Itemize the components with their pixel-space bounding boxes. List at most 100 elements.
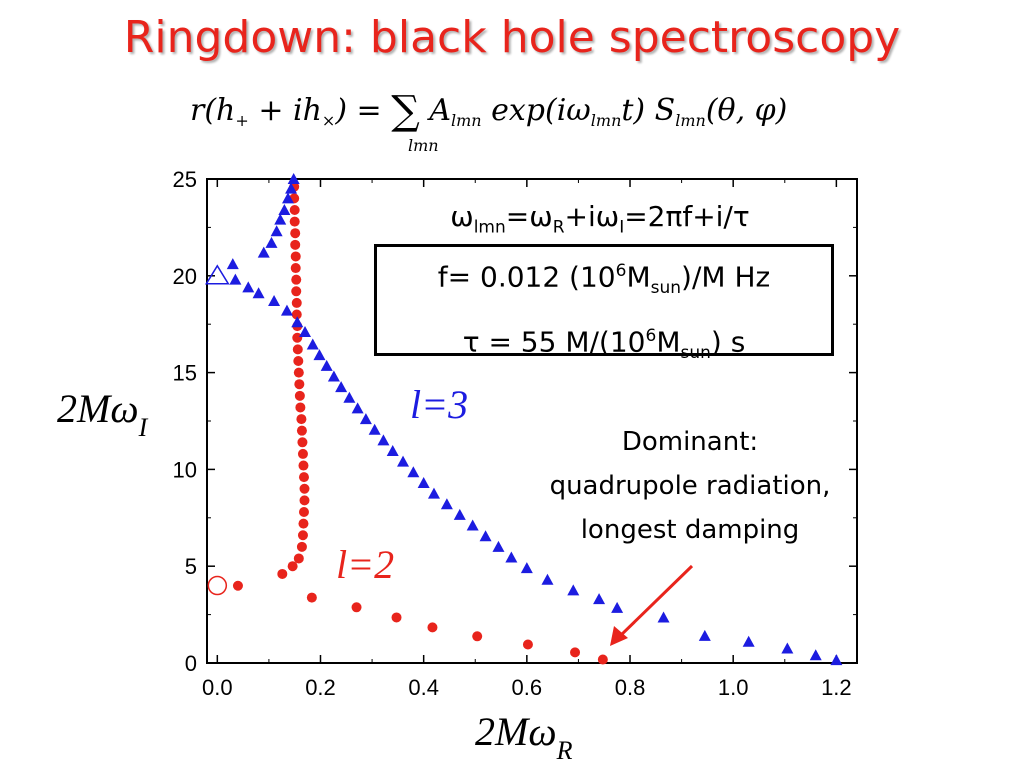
l2-point [296,414,307,425]
omega-sub-I: I [619,217,625,238]
l3-point [567,584,580,596]
l2-point [298,472,309,483]
l2-point [293,553,304,564]
l3-point [830,654,843,666]
frequency-post: )/M Hz [681,260,771,294]
l3-point [593,593,606,605]
l3-point [285,182,298,194]
l2-hollow-point [207,575,228,596]
l3-point [427,487,440,499]
omega-rest: =2πf+i/τ [624,200,750,233]
annotation-line-1: Dominant: [621,427,759,457]
l3-point [335,381,348,393]
l3-point [278,203,291,215]
l3-point [377,434,390,446]
l2-point [290,239,301,250]
y-tick-label: 5 [185,554,197,579]
x-axis-label-sub: R [556,736,573,765]
l2-point [294,390,305,401]
formula-args: (θ, φ) [705,93,788,128]
formula-times-sub: × [321,111,336,130]
l2-point [296,541,307,552]
y-axis-label: 2MωI [57,386,149,442]
arrow-layer [610,564,694,646]
l3-point [479,530,492,542]
tau-line: τ = 55 M/(106Msun) s [377,312,831,377]
y-tick-label: 0 [185,651,197,676]
tau-post: ) s [710,325,746,359]
x-tick-label: 1.0 [718,675,749,700]
x-tick-label: 0.8 [615,675,646,700]
l2-point [292,344,303,355]
l2-point [298,518,309,529]
l3-point [386,445,399,457]
l2-point [232,580,243,591]
l2-point [292,332,303,343]
l2-point [289,204,300,215]
l3-series-label: l=3 [410,382,468,427]
l2-point [570,647,581,658]
formula-exp: exp(iω [481,93,591,128]
tau-m: M [656,325,681,359]
omega-sub-lmn: lmn [473,217,506,238]
y-tick-label: 25 [173,167,197,192]
l2-point [297,448,308,459]
l3-point [541,573,554,585]
l3-hollow-point [204,264,230,285]
tau-sun: sun [680,342,711,363]
l3-point [492,540,505,552]
l3-point [742,635,755,647]
l2-point [522,639,533,650]
l2-point [391,612,402,623]
l3-point [242,281,255,293]
l2-point [290,263,301,274]
dominant-arrow-head [610,626,628,646]
l3-point [229,273,242,285]
formula-sum: ∑ [391,88,420,134]
tau-pre: τ = 55 M/(10 [462,325,646,359]
l3-point [505,551,518,563]
frequency-sun: sun [650,277,682,298]
l3-point [313,349,326,361]
omega-plus: +iω [564,200,620,233]
frequency-exp: 6 [615,261,627,281]
l2-point [351,602,362,613]
l3-point [453,508,466,520]
l3-point [359,413,372,425]
x-tick-label: 0.6 [512,675,543,700]
l3-point [252,287,265,299]
l3-point [270,225,283,237]
l2-series [207,181,608,665]
l3-point [291,316,304,328]
l3-point [397,455,410,467]
dominant-arrow-shaft [616,564,694,640]
frequency-m: M [626,260,651,294]
l3-point [657,611,670,623]
l3-point [407,466,420,478]
l2-point [299,483,310,494]
omega-eq: =ω [505,200,553,233]
l3-point [343,391,356,403]
l3-point [274,213,287,225]
l3-point [440,498,453,510]
formula-lmn-S: lmn [675,111,706,130]
l2-point [306,592,317,603]
l2-point [298,460,309,471]
l3-point [698,629,711,641]
l3-series [204,173,843,666]
formula-h-plus: (h [204,93,236,128]
l3-point [466,519,479,531]
l3-point [611,601,624,613]
l2-point [277,568,288,579]
axes-layer: 0.0 0.2 0.4 0.6 0.8 1.0 1.2 0 5 10 15 20 25 [173,167,858,700]
l2-point [294,379,305,390]
formula-ih: + ih [248,93,322,128]
formula-r: r [190,93,205,128]
l3-point [809,649,822,661]
l3-point [320,359,333,371]
l2-point [297,437,308,448]
x-tick-label: 1.2 [821,675,852,700]
l2-point [291,286,302,297]
formula-A: A [419,93,451,128]
y-axis-label-sub: I [138,413,149,442]
